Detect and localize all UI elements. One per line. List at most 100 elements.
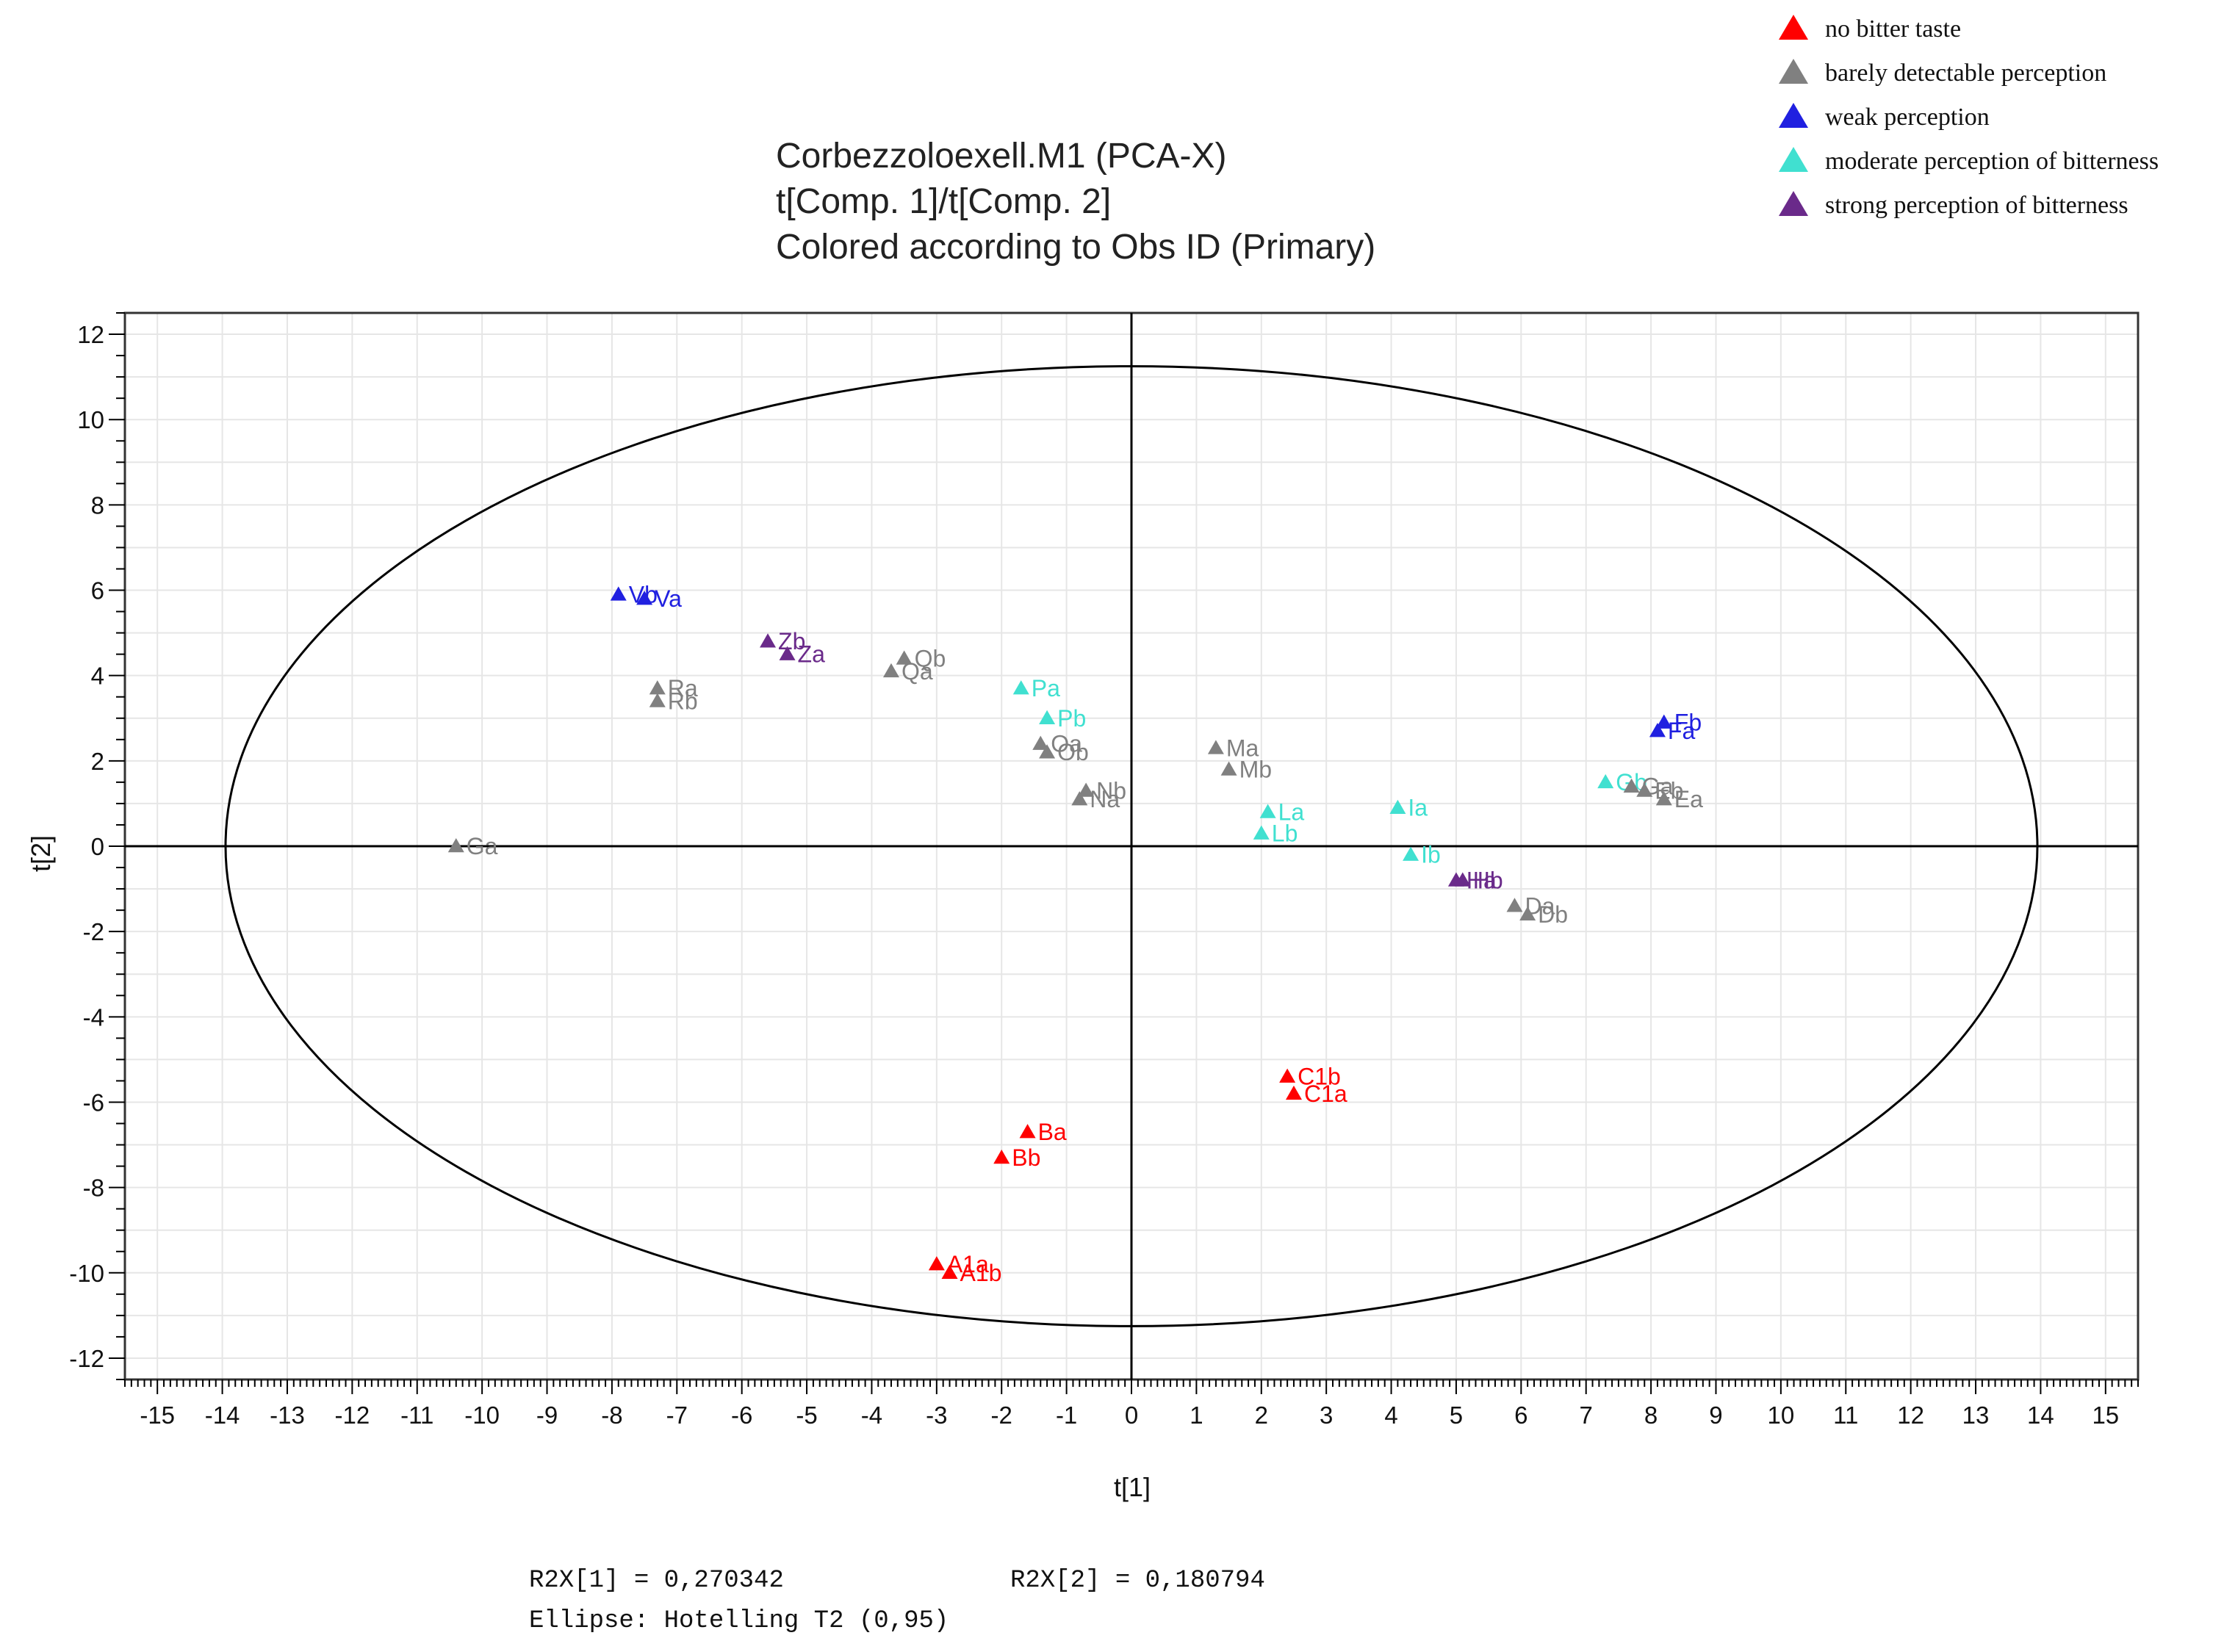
point-label: La xyxy=(1278,799,1305,826)
legend-marker-moderate xyxy=(1779,147,1808,172)
point-marker xyxy=(896,650,913,665)
x-tick-label: -13 xyxy=(270,1402,305,1429)
point-label: Ra xyxy=(668,675,698,701)
data-points: VbVaZbZaRaRbQbQaPaPbOaObNbNaGaMaMbLaLbIa… xyxy=(447,581,1703,1286)
point-marker xyxy=(882,663,899,678)
x-tick-label: 0 xyxy=(1125,1402,1138,1429)
x-tick-label: -5 xyxy=(796,1402,817,1429)
point-label: Pa xyxy=(1032,675,1060,701)
title-line-1: Corbezzoloexell.M1 (PCA-X) xyxy=(776,137,1227,176)
y-tick-label: -8 xyxy=(83,1175,104,1202)
x-tick-label: 1 xyxy=(1190,1402,1203,1429)
point-marker xyxy=(1019,1124,1036,1139)
data-point: Ea xyxy=(1655,786,1703,812)
data-point: Pa xyxy=(1012,675,1060,701)
x-tick-label: 6 xyxy=(1514,1402,1527,1429)
x-tick-label: 5 xyxy=(1450,1402,1463,1429)
point-label: Ea xyxy=(1674,786,1703,812)
data-point: Ia xyxy=(1389,795,1428,821)
legend-item-moderate: moderate perception of bitterness xyxy=(1779,147,2159,175)
data-point: Bb xyxy=(993,1144,1040,1171)
point-marker xyxy=(1071,791,1088,806)
point-marker xyxy=(649,693,666,707)
point-label: A1b xyxy=(960,1260,1002,1286)
data-point: Rb xyxy=(649,688,698,715)
x-tick-label: -9 xyxy=(536,1402,558,1429)
x-axis: -15 -14 -13 -12 -11 -10 -9 -8 -7 -6 -5 -4 -3 -2 -1 0 1 2 3… xyxy=(124,1379,2139,1429)
legend-item-weak: weak perception xyxy=(1779,103,1990,131)
legend: no bitter taste barely detectable percep… xyxy=(1779,15,2159,219)
data-point: A1b xyxy=(941,1260,1002,1286)
data-point: Hb xyxy=(1454,867,1503,893)
point-label: Ga xyxy=(467,833,498,859)
data-point: Mb xyxy=(1220,756,1272,782)
data-point: Nb xyxy=(1078,777,1126,804)
point-marker xyxy=(1078,782,1095,797)
x-tick-label: 3 xyxy=(1320,1402,1333,1429)
x-axis-title: t[1] xyxy=(1114,1472,1151,1502)
y-tick-label: 0 xyxy=(91,833,104,860)
x-tick-label: -10 xyxy=(464,1402,500,1429)
legend-marker-strong xyxy=(1779,191,1808,216)
x-tick-label: 7 xyxy=(1580,1402,1593,1429)
x-tick-label: 12 xyxy=(1897,1402,1924,1429)
x-tick-label: -14 xyxy=(205,1402,240,1429)
x-tick-label: 2 xyxy=(1255,1402,1268,1429)
data-point: Oa xyxy=(1032,731,1082,757)
point-label: Lb xyxy=(1272,820,1298,847)
point-marker xyxy=(941,1264,958,1280)
x-tick-label: 9 xyxy=(1709,1402,1722,1429)
data-point: Pb xyxy=(1039,705,1086,732)
point-marker xyxy=(928,1256,945,1271)
point-label: Ba xyxy=(1038,1119,1067,1145)
point-marker xyxy=(1039,710,1056,725)
point-label: Bb xyxy=(1012,1144,1040,1171)
r2x-comp2: R2X[2] = 0,180794 xyxy=(1010,1567,1265,1595)
x-tick-label: -2 xyxy=(991,1402,1012,1429)
point-marker xyxy=(1519,906,1536,921)
x-tick-label: 8 xyxy=(1644,1402,1658,1429)
data-point: Ib xyxy=(1403,842,1441,868)
x-tick-label: 11 xyxy=(1833,1402,1858,1429)
point-label: Zb xyxy=(778,628,805,654)
point-marker xyxy=(610,586,627,601)
point-marker xyxy=(1389,799,1406,814)
point-marker xyxy=(1012,680,1029,695)
point-label: Qa xyxy=(902,658,933,685)
point-marker xyxy=(1597,773,1614,789)
data-point: Fa xyxy=(1649,718,1695,744)
point-label: Ha xyxy=(1467,867,1497,893)
data-point: Za xyxy=(779,641,826,668)
x-tick-label: -6 xyxy=(731,1402,752,1429)
point-marker xyxy=(1285,1085,1302,1100)
point-marker xyxy=(779,646,796,660)
x-tick-label: -11 xyxy=(400,1402,433,1429)
r2x-comp1: R2X[1] = 0,270342 xyxy=(529,1567,784,1595)
legend-item-strong: strong perception of bitterness xyxy=(1779,191,2128,219)
data-point: La xyxy=(1259,799,1305,826)
point-marker xyxy=(993,1149,1010,1164)
x-tick-label: 15 xyxy=(2092,1402,2119,1429)
data-point: Ra xyxy=(649,675,698,701)
data-point: Ba xyxy=(1019,1119,1067,1145)
y-axis: -12 -10 -8 -6 -4 -2 0 2 4 6 8 10 12 xyxy=(69,312,125,1380)
y-tick-label: -2 xyxy=(83,918,104,945)
legend-marker-barely xyxy=(1779,59,1808,84)
point-label: Ob xyxy=(1057,739,1089,765)
data-point: C1a xyxy=(1285,1081,1347,1107)
point-marker xyxy=(1220,761,1237,776)
point-marker xyxy=(1253,825,1270,840)
point-label: Mb xyxy=(1239,756,1272,782)
point-label: Qb xyxy=(915,645,946,671)
y-tick-label: -10 xyxy=(69,1260,104,1287)
footer-stats: R2X[1] = 0,270342 R2X[2] = 0,180794 Elli… xyxy=(529,1567,1265,1635)
legend-label-barely: barely detectable perception xyxy=(1825,59,2106,87)
y-tick-label: 12 xyxy=(77,321,104,348)
point-label: Za xyxy=(798,641,826,668)
legend-item-barely: barely detectable perception xyxy=(1779,59,2106,87)
chart-title: Corbezzoloexell.M1 (PCA-X) t[Comp. 1]/t[… xyxy=(776,137,1375,267)
point-marker xyxy=(649,680,666,695)
data-point: Va xyxy=(636,585,682,612)
data-point: C1b xyxy=(1279,1064,1341,1090)
point-label: Va xyxy=(655,585,682,612)
